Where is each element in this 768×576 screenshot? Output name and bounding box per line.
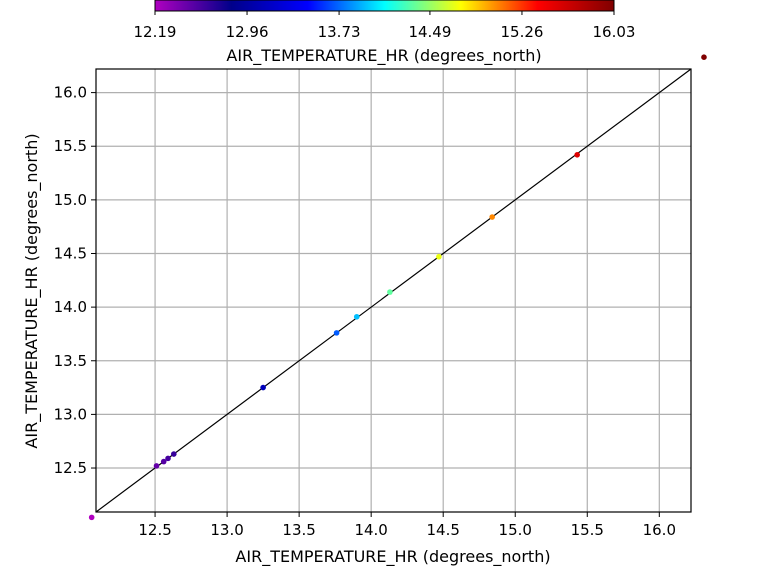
x-tick-label: 14.5: [427, 521, 460, 539]
data-point: [160, 458, 167, 465]
x-axis-ticks: 12.5 13.0 13.5 14.0 14.5 15.0 15.5 16.0: [138, 512, 676, 539]
y-tick-label: 14.5: [54, 244, 87, 262]
grid: [96, 69, 691, 512]
x-tick-label: 13.0: [210, 521, 243, 539]
data-point: [333, 330, 340, 336]
data-point: [153, 463, 160, 469]
y-tick-label: 16.0: [54, 84, 87, 102]
y-tick-label: 14.0: [54, 298, 87, 316]
colorbar-tick-label: 16.03: [593, 23, 636, 41]
data-point: [387, 289, 393, 295]
data-point: [260, 384, 266, 391]
data-points: [88, 54, 707, 521]
plot-area: [95, 68, 692, 513]
colorbar-tick-label: 12.96: [226, 23, 269, 41]
colorbar: 12.19 12.96 13.73 14.49 15.26 16.03: [134, 0, 636, 41]
x-tick-label: 14.0: [354, 521, 387, 539]
x-axis-label: AIR_TEMPERATURE_HR (degrees_north): [235, 547, 550, 567]
data-point: [701, 54, 707, 61]
data-point: [353, 313, 360, 320]
colorbar-gradient: [154, 0, 615, 12]
data-point: [489, 214, 495, 220]
identity-line: [95, 68, 692, 513]
x-tick-label: 15.5: [571, 521, 604, 539]
data-point: [436, 253, 442, 260]
data-point: [170, 451, 177, 457]
data-point: [165, 455, 171, 462]
colorbar-tick-label: 14.49: [408, 23, 451, 41]
colorbar-tick-label: 12.19: [134, 23, 177, 41]
colorbar-tick-label: 13.73: [318, 23, 361, 41]
x-tick-label: 12.5: [138, 521, 171, 539]
y-tick-label: 15.5: [54, 137, 87, 155]
y-axis-ticks: 12.5 13.0 13.5 14.0 14.5 15.0 15.5 16.0: [54, 84, 96, 477]
y-tick-label: 13.0: [54, 405, 87, 423]
y-tick-label: 13.5: [54, 352, 87, 370]
y-tick-label: 12.5: [54, 459, 87, 477]
y-axis-label: AIR_TEMPERATURE_HR (degrees_north): [22, 133, 42, 448]
x-tick-label: 16.0: [643, 521, 676, 539]
y-tick-label: 15.0: [54, 191, 87, 209]
x-tick-label: 15.0: [499, 521, 532, 539]
data-point: [574, 152, 580, 158]
colorbar-label: AIR_TEMPERATURE_HR (degrees_north): [226, 46, 541, 66]
data-point: [88, 514, 95, 521]
colorbar-tick-label: 15.26: [500, 23, 543, 41]
x-tick-label: 13.5: [282, 521, 315, 539]
